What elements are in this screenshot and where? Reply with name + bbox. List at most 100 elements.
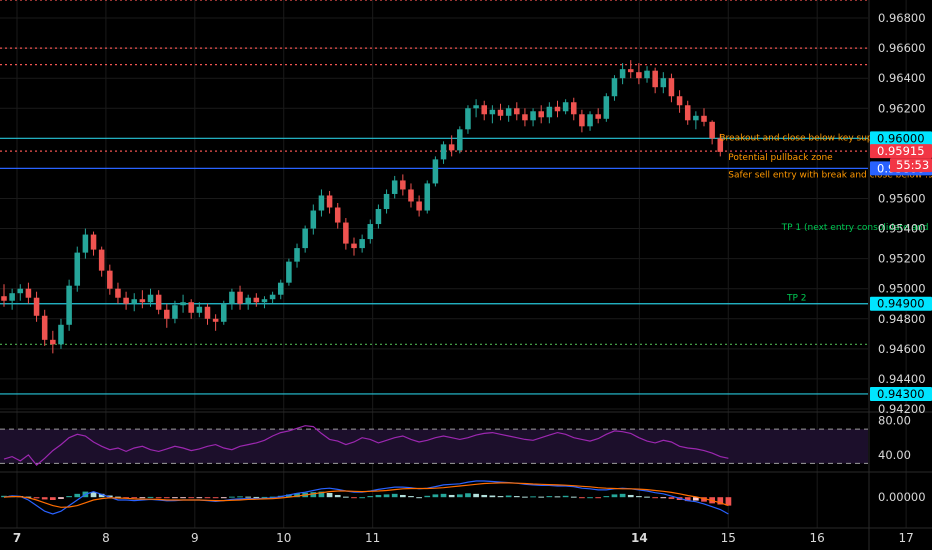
candle-body [571,102,577,115]
macd-histogram-bar [147,496,154,498]
candle-body [9,293,15,301]
time-tick-label: 11 [365,531,380,545]
candle-body [701,115,707,122]
candle-body [115,288,121,298]
macd-histogram-bar [684,497,691,502]
price-tag-label: 0.94300 [877,387,925,401]
price-tag [870,386,932,401]
price-tag-label: 0.94900 [877,297,925,311]
candle-body [481,105,488,115]
candle-body [391,180,398,194]
candle-body [98,249,105,271]
macd-histogram-bar [391,493,398,498]
price-tick-label: 0.94600 [878,342,926,356]
time-tick-label: 10 [276,531,291,545]
price-tag [870,296,932,311]
rsi-line [3,425,729,466]
macd-histogram-bar [237,496,243,498]
macd-histogram-bar [180,497,186,499]
candle-body [693,115,699,121]
macd-histogram-bar [432,494,439,498]
candle-body [383,193,390,210]
candle-body [636,72,642,79]
price-tick-label: 0.96400 [878,71,926,85]
candle-body [131,299,138,304]
macd-histogram-bar [58,497,64,499]
price-tag [870,144,932,159]
candle-body [546,106,553,118]
candle-body [554,106,561,112]
macd-histogram-bar [326,493,333,498]
candle-body [457,129,463,151]
candle-body [58,324,64,345]
time-tick-label: 15 [721,531,736,545]
macd-histogram-bar [359,497,365,499]
macd-histogram-bar [579,497,585,499]
macd-histogram-bar [636,496,642,498]
candle-body [180,302,186,306]
macd-pane [1,480,732,515]
candle-body [41,315,48,340]
macd-histogram-bar [448,494,455,498]
macd-histogram-bar [627,494,634,498]
candle-body [505,108,512,116]
candle-body [74,252,81,286]
macd-histogram-bar [546,496,553,498]
candle-body [123,297,129,304]
candle-body [66,285,72,325]
macd-histogram-bar [188,497,195,499]
macd-histogram-bar [570,496,577,498]
macd-histogram-bar [294,493,300,498]
price-lines [0,0,868,395]
macd-histogram-bar [668,497,675,499]
macd-histogram-bar [562,495,569,498]
price-tick-label: 0.94200 [878,402,926,416]
macd-histogram-bar [489,495,496,498]
candle-body [424,183,431,211]
candle-body [326,195,333,208]
macd-histogram-bar [155,497,162,499]
candle-body [709,121,715,139]
candle-body [432,159,439,184]
macd-histogram-bar [204,497,211,499]
candle-body [448,144,455,151]
macd-histogram-bar [334,494,341,498]
candle-body [579,114,585,127]
macd-histogram-bar [245,496,252,498]
candle-body [400,180,406,190]
candle-body [465,108,471,130]
price-axis[interactable]: 0.96800 0.96600 0.96400 0.96200 0.95600 0.954… [870,11,932,504]
macd-histogram-bar [497,496,504,498]
candle-body [90,234,97,250]
candle-body [1,296,7,301]
candle-body [489,109,496,115]
macd-histogram-bar [269,496,276,498]
macd-histogram-bar [66,496,72,498]
rsi-tick-label: 80.00 [878,414,911,428]
macd-histogram-bar [383,494,390,498]
macd-histogram-bar [619,493,626,498]
price-tag [870,131,932,146]
annotation-text: Potential pullback zone [728,153,833,163]
candle-body [188,302,194,313]
macd-tick-label: 0.00000 [878,490,926,504]
candle-body [359,239,365,249]
candle-body [619,69,626,79]
countdown-tag [890,158,932,173]
macd-histogram-bar [538,496,545,498]
time-axis[interactable]: 7 8 9 10 11 14 15 16 17 [13,531,914,545]
countdown-label: 55:53 [896,158,929,172]
candlesticks [1,60,724,354]
price-tick-label: 0.94400 [878,372,926,386]
candle-body [562,102,569,112]
macd-histogram-bar [424,495,431,498]
time-tick-label: 14 [631,531,648,545]
price-tick-label: 0.95000 [878,282,926,296]
macd-histogram-bar [212,497,219,499]
price-tick-label: 0.95200 [878,252,926,266]
candle-body [717,138,724,152]
macd-histogram-bar [163,497,170,499]
candle-body [627,69,634,73]
